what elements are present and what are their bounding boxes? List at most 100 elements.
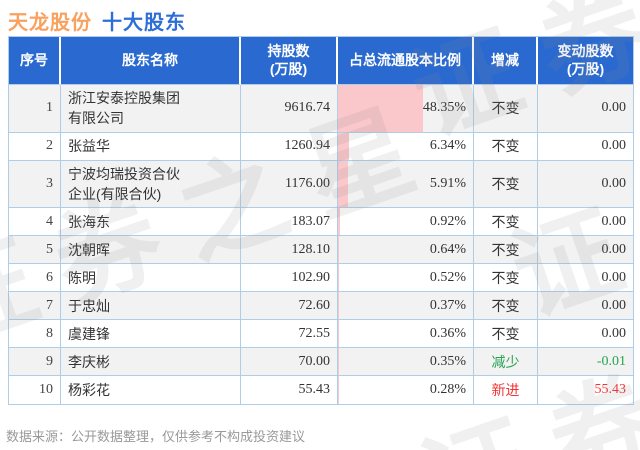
cell-name: 陈明 — [61, 264, 241, 293]
pct-value: 6.34% — [429, 137, 466, 153]
cell-delta: 0.00 — [538, 236, 633, 265]
table-row: 5 沈朝晖 128.10 0.64% 不变 0.00 — [9, 236, 633, 265]
table-header-row: 序号 股东名称 持股数 (万股) 占总流通股本比例 增减 变动股数 (万股) — [9, 37, 633, 85]
pct-bar — [338, 132, 350, 160]
table-row: 4 张海东 183.07 0.92% 不变 0.00 — [9, 208, 633, 237]
col-header-name: 股东名称 — [61, 37, 241, 85]
col-header-delta: 变动股数 (万股) — [538, 37, 633, 85]
col-header-label: 股东名称 — [122, 51, 178, 68]
pct-bar — [338, 208, 340, 236]
cell-idx: 7 — [9, 292, 61, 321]
col-header-label: 占总流通股本比例 — [349, 51, 461, 68]
cell-name: 李庆彬 — [61, 348, 241, 377]
cell-pct: 0.28% — [338, 376, 474, 405]
pct-bar — [338, 264, 339, 292]
page-title: 天龙股份 十大股东 — [8, 6, 186, 35]
cell-change: 不变 — [474, 264, 538, 293]
cell-change: 不变 — [474, 320, 538, 349]
cell-delta: 55.43 — [538, 376, 633, 405]
table-body: 1 浙江安泰控股集团 有限公司 9616.74 48.35% 不变 0.00 2 张益华 126… — [9, 85, 633, 405]
cell-idx: 6 — [9, 264, 61, 293]
cell-delta: 0.00 — [538, 160, 633, 209]
cell-delta: 0.00 — [538, 208, 633, 237]
pct-value: 48.35% — [422, 100, 466, 116]
col-header-label: 变动股数 (万股) — [557, 43, 614, 77]
col-header-label: 序号 — [20, 51, 48, 68]
pct-value: 0.28% — [429, 382, 466, 398]
pct-bar — [338, 85, 423, 132]
table-row: 9 李庆彬 70.00 0.35% 减少 -0.01 — [9, 348, 633, 377]
cell-pct: 48.35% — [338, 85, 474, 133]
cell-pct: 6.34% — [338, 132, 474, 161]
cell-shares: 183.07 — [241, 208, 338, 237]
table-row: 6 陈明 102.90 0.52% 不变 0.00 — [9, 264, 633, 293]
col-header-label: 持股数 (万股) — [267, 43, 310, 77]
table-row: 8 虞建锋 72.55 0.36% 不变 0.00 — [9, 320, 633, 349]
cell-delta: -0.01 — [538, 348, 633, 377]
pct-bar — [338, 160, 349, 208]
cell-delta: 0.00 — [538, 320, 633, 349]
col-header-percent: 占总流通股本比例 — [338, 37, 474, 85]
shareholders-table: 序号 股东名称 持股数 (万股) 占总流通股本比例 增减 变动股数 (万股) 1… — [8, 36, 634, 406]
cell-pct: 0.36% — [338, 320, 474, 349]
cell-idx: 9 — [9, 348, 61, 377]
pct-bar — [338, 348, 339, 376]
cell-change: 不变 — [474, 236, 538, 265]
cell-pct: 0.37% — [338, 292, 474, 321]
pct-value: 0.92% — [429, 213, 466, 229]
title-suffix: 十大股东 — [102, 12, 186, 34]
cell-shares: 102.90 — [241, 264, 338, 293]
cell-shares: 1260.94 — [241, 132, 338, 161]
table-row: 1 浙江安泰控股集团 有限公司 9616.74 48.35% 不变 0.00 — [9, 85, 633, 133]
cell-name: 沈朝晖 — [61, 236, 241, 265]
cell-delta: 0.00 — [538, 132, 633, 161]
cell-delta: 0.00 — [538, 85, 633, 133]
cell-idx: 8 — [9, 320, 61, 349]
cell-name: 浙江安泰控股集团 有限公司 — [61, 85, 241, 133]
cell-name: 虞建锋 — [61, 320, 241, 349]
cell-idx: 4 — [9, 208, 61, 237]
cell-pct: 5.91% — [338, 160, 474, 209]
cell-delta: 0.00 — [538, 264, 633, 293]
title-stock-name: 天龙股份 — [8, 12, 92, 34]
cell-change: 不变 — [474, 292, 538, 321]
cell-change: 不变 — [474, 132, 538, 161]
cell-idx: 10 — [9, 376, 61, 405]
cell-change: 新进 — [474, 376, 538, 405]
cell-name: 张益华 — [61, 132, 241, 161]
cell-shares: 72.55 — [241, 320, 338, 349]
cell-shares: 9616.74 — [241, 85, 338, 133]
cell-name: 于忠灿 — [61, 292, 241, 321]
cell-change: 不变 — [474, 208, 538, 237]
pct-value: 0.37% — [429, 297, 466, 313]
pct-value: 0.35% — [429, 353, 466, 369]
cell-shares: 72.60 — [241, 292, 338, 321]
cell-idx: 3 — [9, 160, 61, 209]
pct-value: 0.52% — [429, 269, 466, 285]
cell-shares: 70.00 — [241, 348, 338, 377]
table-row: 2 张益华 1260.94 6.34% 不变 0.00 — [9, 132, 633, 161]
cell-idx: 5 — [9, 236, 61, 265]
pct-bar — [338, 292, 339, 320]
cell-delta: 0.00 — [538, 292, 633, 321]
cell-change: 不变 — [474, 85, 538, 133]
cell-shares: 128.10 — [241, 236, 338, 265]
cell-shares: 55.43 — [241, 376, 338, 405]
cell-change: 不变 — [474, 160, 538, 209]
cell-idx: 1 — [9, 85, 61, 133]
cell-pct: 0.64% — [338, 236, 474, 265]
cell-pct: 0.52% — [338, 264, 474, 293]
pct-bar — [338, 320, 339, 348]
cell-pct: 0.92% — [338, 208, 474, 237]
table-row: 3 宁波均瑞投资合伙 企业(有限合伙) 1176.00 5.91% 不变 0.00 — [9, 160, 633, 209]
cell-change: 减少 — [474, 348, 538, 377]
cell-shares: 1176.00 — [241, 160, 338, 209]
pct-value: 5.91% — [429, 175, 466, 191]
cell-pct: 0.35% — [338, 348, 474, 377]
col-header-change: 增减 — [474, 37, 538, 85]
pct-value: 0.64% — [429, 241, 466, 257]
table-row: 10 杨彩花 55.43 0.28% 新进 55.43 — [9, 376, 633, 405]
col-header-index: 序号 — [9, 37, 61, 85]
col-header-shares: 持股数 (万股) — [241, 37, 338, 85]
